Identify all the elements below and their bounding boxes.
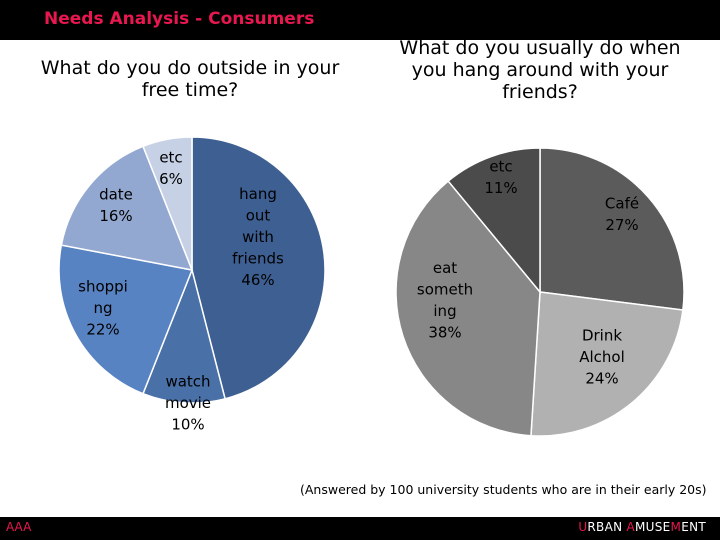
brand-part: A (626, 520, 635, 534)
brand-part: MUSE (635, 520, 671, 534)
brand-part: ENT (681, 520, 706, 534)
slice-label: watch movie 10% (165, 373, 211, 434)
brand-part: RBAN (587, 520, 627, 534)
footer-bar: AAA URBAN AMUSEMENT (0, 517, 720, 540)
pie-slice (530, 291, 684, 437)
slice-label: Drink Alchol 24% (579, 327, 625, 388)
slice-label: etc 6% (159, 148, 183, 188)
pie-slice (60, 145, 194, 271)
slice-label: eat someth ing 38% (417, 259, 473, 342)
pie-slice (142, 267, 226, 404)
pie-slice (447, 147, 541, 295)
slice-label: hang out with friends 46% (232, 185, 284, 289)
chart2-title: What do you usually do when you hang aro… (399, 37, 681, 103)
brand-part: U (578, 520, 588, 534)
pie-slice (395, 179, 541, 437)
pie-slice (58, 244, 194, 395)
pie-slice (191, 136, 326, 400)
brand-logo: URBAN AMUSEMENT (578, 520, 706, 534)
slice-label: shoppi ng 22% (78, 278, 128, 339)
chart1-title: What do you do outside in your free time… (40, 57, 340, 101)
pie-slice (142, 136, 193, 271)
footer-left-text: AAA (6, 520, 32, 534)
brand-part: M (670, 520, 682, 534)
header-bar: Needs Analysis - Consumers (0, 0, 720, 40)
slice-label: date 16% (99, 185, 133, 225)
slice-label: etc 11% (484, 157, 517, 197)
survey-note: (Answered by 100 university students who… (300, 482, 707, 497)
pie-slice (539, 147, 685, 311)
page-title: Needs Analysis - Consumers (44, 9, 315, 29)
slice-label: Café 27% (605, 194, 639, 234)
